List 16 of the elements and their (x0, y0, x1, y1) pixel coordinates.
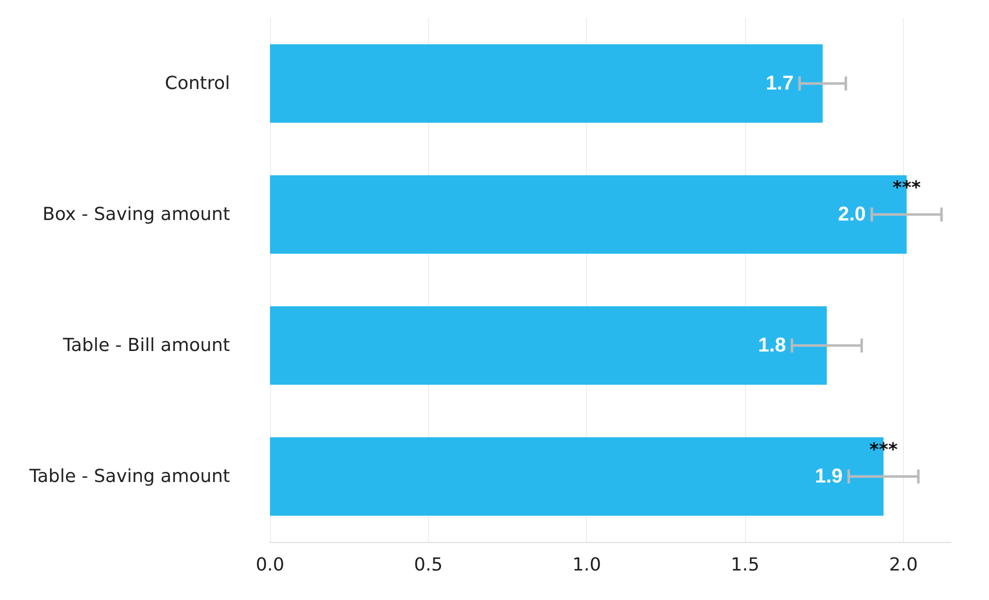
x-tick-label: 1.5 (730, 554, 760, 576)
x-tick-label: 0.0 (256, 554, 284, 576)
x-tick-label: 1.0 (572, 554, 602, 576)
y-tick-label: Control (164, 73, 230, 94)
x-tick-label: 0.5 (414, 554, 443, 576)
data-label: 1.9 (814, 466, 843, 488)
bar (270, 44, 823, 123)
annotation: *** (869, 440, 898, 461)
data-label: 1.7 (766, 72, 794, 94)
bar (270, 306, 827, 385)
y-tick-label: Table - Saving amount (28, 466, 230, 487)
x-tick-label: 2.0 (889, 554, 918, 576)
data-label: 1.8 (758, 334, 786, 356)
data-label: 2.0 (838, 204, 866, 226)
y-tick-label: Box - Saving amount (42, 204, 230, 225)
y-tick-label: Table - Bill amount (62, 335, 230, 356)
